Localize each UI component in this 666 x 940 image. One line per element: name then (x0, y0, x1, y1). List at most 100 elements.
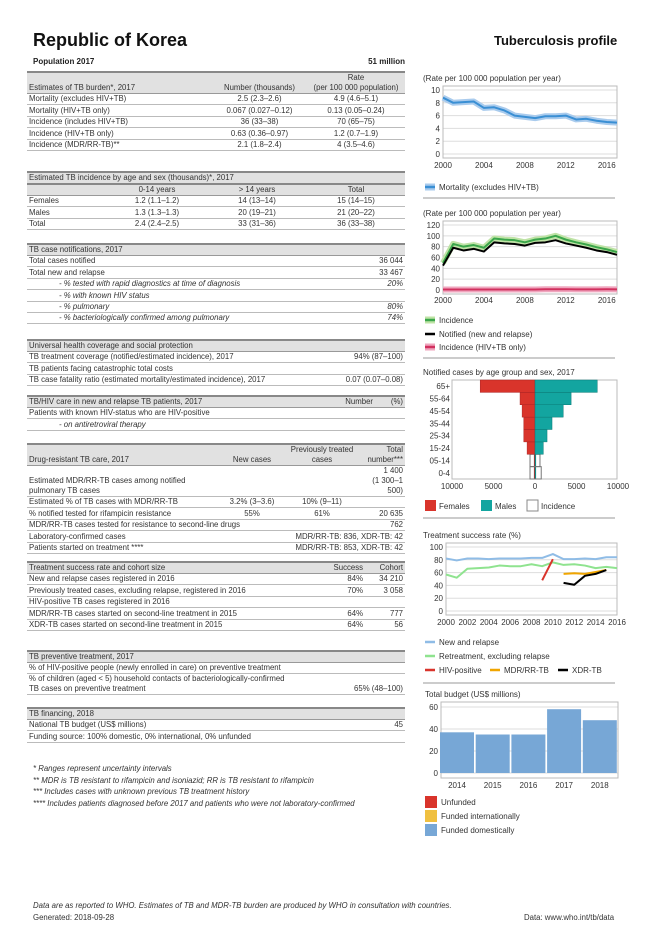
table-cell: Males (27, 206, 107, 219)
table-row: Patients with known HIV-status who are H… (27, 407, 405, 420)
column-header: Treatment success rate and cohort size (27, 561, 325, 574)
legend-label: Mortality (excludes HIV+TB) (439, 183, 539, 192)
x-tick-label: 2018 (591, 781, 609, 790)
table-cell: 61% (287, 507, 357, 520)
x-tick-label: 2000 (434, 296, 452, 305)
x-tick-label: 5000 (568, 482, 586, 491)
chart-title: (Rate per 100 000 population per year) (423, 209, 561, 218)
x-tick-label: 2014 (448, 781, 466, 790)
table-cell: 0.067 (0.027–0.12) (212, 104, 307, 117)
column-header: TB financing, 2018 (27, 707, 325, 720)
column-header: New cases (217, 443, 287, 466)
table-row: Funding source: 100% domestic, 0% intern… (27, 730, 405, 743)
chart-title: Notified cases by age group and sex, 201… (423, 368, 575, 377)
series-line-0 (442, 96, 618, 124)
data-source-link[interactable]: Data: www.who.int/tb/data (524, 913, 615, 922)
column-header (325, 650, 405, 663)
table-cell: % of children (aged < 5) household conta… (27, 673, 325, 696)
y-tick-label: 80 (434, 556, 443, 565)
table-cell: - % tested with rapid diagnostics at tim… (27, 278, 345, 291)
x-tick-label: 2016 (598, 161, 616, 170)
column-header: Previously treated cases (287, 443, 357, 466)
table-cell: 15 (14–15) (307, 195, 405, 208)
table-header-row: 0-14 years > 14 years Total (27, 183, 405, 196)
x-tick-label: 2004 (475, 161, 493, 170)
table-cell: MDR/RR-TB: 836, XDR-TB: 42 (217, 530, 405, 543)
x-tick-label: 0 (533, 482, 538, 491)
table-tsr: Treatment success rate and cohort size Su… (27, 561, 405, 631)
table-cell: TB patients facing catastrophic total co… (27, 362, 325, 375)
table-uhc: Universal health coverage and social pro… (27, 339, 405, 387)
table-cell: 4.9 (4.6–5.1) (307, 93, 405, 106)
x-tick-label: 2012 (557, 161, 575, 170)
column-header: Drug-resistant TB care, 2017 (27, 443, 217, 466)
y-tick-label: 20 (431, 275, 440, 284)
series-line-2 (541, 558, 554, 581)
y-tick-label: 100 (430, 543, 444, 552)
legend-label: Unfunded (441, 798, 476, 807)
table-tbhiv: TB/HIV care in new and relapse TB patien… (27, 395, 405, 431)
table-cell: Incidence (MDR/RR-TB)** (27, 139, 212, 151)
table-row: Incidence (MDR/RR-TB)** 2.1 (1.8–2.4) 4 (3… (27, 139, 405, 151)
footnote: * Ranges represent uncertainty intervals (33, 764, 172, 773)
table-cell: HIV-positive TB cases registered in 2016 (27, 596, 325, 609)
male-bar (534, 379, 598, 393)
y-tick-label: 0 (434, 769, 439, 778)
table-cell: 1.2 (1.1–1.2) (107, 195, 207, 208)
y-tick-label: 60 (431, 254, 440, 263)
table-cell: 70% (325, 584, 365, 597)
table-row: - on antiretroviral therapy (27, 418, 405, 431)
table-header-row: TB/HIV care in new and relapse TB patien… (27, 395, 405, 408)
series-line-3 (563, 569, 607, 575)
table-cell (325, 362, 405, 375)
x-tick-label: 2004 (475, 296, 493, 305)
table-cell: Patients with known HIV-status who are H… (27, 407, 325, 420)
table-cell: Estimated % of TB cases with MDR/RR-TB (27, 496, 217, 509)
x-tick-label: 2000 (434, 161, 452, 170)
table-row: Mortality (HIV+TB only) 0.067 (0.027–0.12… (27, 104, 405, 117)
table-header-row: Estimated TB incidence by age and sex (t… (27, 171, 405, 185)
table-cell: TB case fatality ratio (estimated mortal… (27, 374, 325, 387)
column-header: Estimates of TB burden*, 2017 (27, 71, 212, 94)
age-group-label: 25-34 (430, 432, 451, 441)
table-row: New and relapse cases registered in 2016… (27, 573, 405, 586)
y-tick-label: 10 (431, 86, 440, 95)
y-tick-label: 4 (436, 124, 441, 133)
table-agesex: Estimated TB incidence by age and sex (t… (27, 171, 405, 231)
table-cell: TB treatment coverage (notified/estimate… (27, 351, 325, 364)
legend-label: Incidence (541, 502, 576, 511)
table-cell: 64% (325, 619, 365, 631)
y-tick-label: 100 (427, 232, 441, 241)
x-tick-label: 2012 (565, 618, 583, 627)
table-cell: 1 400 (1 300–1 500) (357, 465, 405, 497)
table-cell (325, 662, 405, 675)
series-line-0 (445, 553, 617, 562)
table-row: Incidence (includes HIV+TB) 36 (33–38) 70 … (27, 116, 405, 129)
country-title: Republic of Korea (33, 30, 188, 50)
y-tick-label: 0 (439, 607, 444, 616)
table-cell: 0.13 (0.05–0.24) (307, 104, 405, 117)
budget-bar (440, 732, 474, 773)
table-cell (287, 465, 357, 497)
table-row: Laboratory-confirmed cases MDR/RR-TB: 836… (27, 530, 405, 543)
table-header-row: Drug-resistant TB care, 2017 New cases Pre… (27, 443, 405, 466)
table-row: - % bacteriologically confirmed among pu… (27, 312, 405, 325)
table-cell: Total new and relapse (27, 266, 345, 279)
table-row: TB patients facing catastrophic total co… (27, 362, 405, 375)
y-tick-label: 40 (434, 581, 443, 590)
male-bar (534, 416, 553, 430)
table-burden: Estimates of TB burden*, 2017 Number (tho… (27, 71, 405, 151)
table-row: Total new and relapse 33 467 (27, 266, 405, 279)
footer-note: Data are as reported to WHO. Estimates o… (33, 901, 452, 910)
x-tick-label: 2002 (458, 618, 476, 627)
table-cell: 94% (87–100) (325, 351, 405, 364)
table-cell: 56 (365, 619, 405, 631)
x-tick-label: 2000 (437, 618, 455, 627)
table-cell: 14 (13–14) (207, 195, 307, 208)
table-cell: 777 (365, 607, 405, 620)
table-cell: 64% (325, 607, 365, 620)
table-cell: 3.2% (3–3.6) (217, 496, 287, 509)
age-group-label: 45-54 (430, 407, 451, 416)
table-row: XDR-TB cases started on second-line trea… (27, 619, 405, 631)
table-cell (217, 465, 287, 497)
